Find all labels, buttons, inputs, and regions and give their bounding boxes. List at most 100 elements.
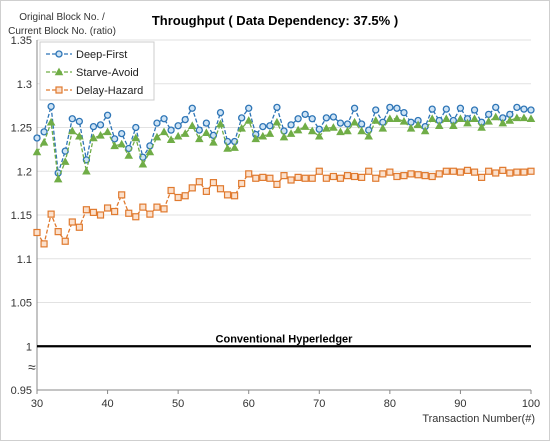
data-point-circle (520, 105, 528, 113)
data-point-square (294, 173, 302, 181)
data-point-circle (301, 110, 309, 119)
data-point-square (527, 167, 535, 175)
data-point-square (379, 170, 387, 178)
data-point-triangle (272, 117, 282, 126)
y-tick-label: 1.15 (11, 210, 32, 222)
data-point-triangle (434, 121, 444, 130)
data-point-square (181, 192, 189, 200)
data-point-circle (55, 50, 63, 58)
data-point-circle (273, 103, 281, 112)
data-point-circle (118, 129, 126, 138)
data-point-triangle (526, 114, 536, 123)
data-point-triangle (420, 126, 430, 135)
data-point-square (82, 206, 91, 214)
data-point-triangle (364, 131, 373, 140)
data-point-triangle (357, 126, 366, 135)
data-point-square (68, 218, 76, 226)
data-point-square (478, 173, 486, 181)
data-point-triangle (117, 139, 126, 148)
y-tick-label: 1.05 (11, 298, 32, 310)
data-point-triangle (399, 116, 409, 125)
data-point-square (273, 180, 281, 188)
data-point-triangle (258, 131, 268, 140)
data-point-circle (195, 126, 203, 134)
data-point-circle (181, 115, 189, 124)
data-point-triangle (110, 141, 119, 150)
data-point-triangle (131, 133, 141, 142)
data-point-square (245, 170, 253, 178)
data-point-circle (386, 103, 394, 112)
x-tick-label: 80 (384, 398, 396, 410)
data-point-square (89, 208, 98, 216)
data-point-triangle (392, 114, 402, 123)
data-point-triangle (82, 166, 91, 175)
data-point-circle (513, 103, 521, 112)
data-point-triangle (202, 128, 211, 137)
x-axis-label: Transaction Number(#) (422, 413, 535, 425)
data-point-square (400, 172, 408, 180)
data-point-triangle (293, 125, 303, 134)
data-point-square (301, 174, 309, 182)
legend: Deep-First Starve-Avoid Delay-Hazard (39, 41, 155, 101)
data-point-triangle (456, 114, 465, 123)
data-point-triangle (46, 117, 56, 126)
data-point-square (329, 172, 337, 181)
data-point-square (146, 210, 154, 218)
data-point-triangle (350, 117, 359, 126)
data-point-square (54, 228, 62, 236)
x-tick-label: 50 (172, 398, 184, 410)
data-point-square (174, 193, 182, 202)
data-point-circle (315, 125, 323, 133)
data-point-circle (89, 122, 98, 131)
data-point-circle (287, 121, 295, 129)
data-point-triangle (286, 129, 296, 137)
data-point-square (358, 173, 366, 181)
data-point-square (55, 86, 63, 94)
data-point-square (372, 174, 380, 182)
data-point-triangle (159, 127, 169, 136)
data-point-square (456, 168, 465, 176)
data-point-triangle (216, 119, 225, 128)
data-point-circle (336, 119, 345, 127)
data-point-triangle (463, 118, 472, 127)
data-point-square (365, 167, 373, 175)
data-point-triangle (244, 116, 253, 124)
data-point-triangle (124, 151, 134, 159)
data-point-triangle (53, 174, 63, 183)
data-point-square (202, 187, 210, 195)
data-point-square (393, 172, 401, 181)
data-point-square (216, 185, 225, 193)
data-point-circle (294, 115, 302, 123)
data-point-triangle (300, 122, 310, 130)
data-point-circle (357, 120, 366, 128)
data-point-square (315, 167, 323, 175)
data-point-square (238, 179, 246, 188)
y-tick-label: 1.35 (11, 35, 32, 47)
data-point-circle (259, 122, 267, 131)
x-tick-label: 60 (243, 398, 255, 410)
data-point-square (322, 174, 330, 182)
data-point-circle (110, 135, 119, 143)
data-point-square (160, 205, 168, 213)
data-point-triangle (505, 116, 515, 124)
data-point-circle (216, 108, 225, 117)
data-point-triangle (442, 114, 451, 123)
data-point-triangle (406, 123, 416, 132)
data-point-square (463, 166, 472, 174)
y-tick-label: 1.1 (17, 254, 32, 266)
data-point-circle (160, 115, 168, 123)
data-point-square (449, 167, 457, 175)
data-point-triangle (173, 131, 183, 140)
data-point-triangle (209, 137, 218, 146)
data-point-triangle (230, 143, 239, 151)
data-point-triangle (449, 121, 458, 130)
data-point-square (470, 168, 479, 176)
chart-title: Throughput ( Data Dependency: 37.5% ) (152, 13, 398, 28)
data-point-circle (238, 114, 246, 122)
data-point-triangle (279, 132, 289, 141)
data-point-circle (343, 120, 352, 128)
data-point-square (280, 172, 288, 180)
data-point-square (188, 184, 196, 192)
data-point-circle (188, 104, 196, 112)
